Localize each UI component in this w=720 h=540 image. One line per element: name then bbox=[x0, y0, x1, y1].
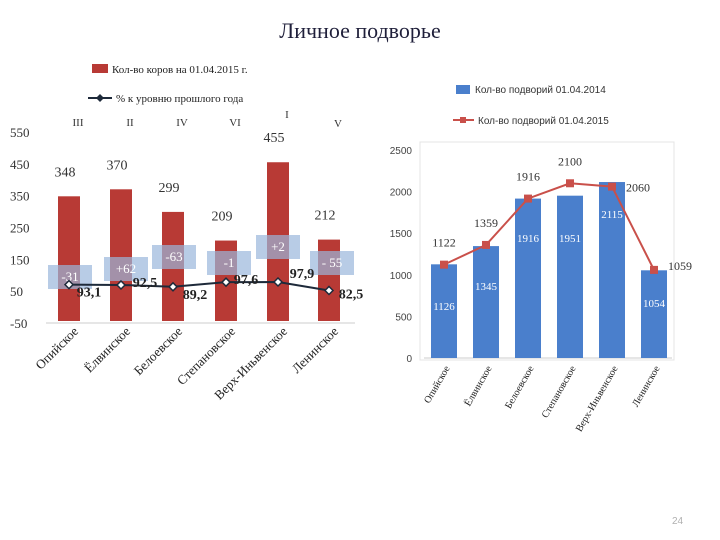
category-label: Опийское bbox=[422, 364, 453, 406]
page-title: Личное подворье bbox=[279, 18, 441, 43]
change-label: -63 bbox=[165, 249, 182, 264]
y-tick-label: 550 bbox=[10, 125, 30, 140]
change-label: -31 bbox=[61, 269, 78, 284]
legend-label-2015: Кол-во подворий 01.04.2015 bbox=[478, 116, 609, 127]
y-tick-label: 250 bbox=[10, 221, 30, 236]
households-2015-label: 1359 bbox=[474, 216, 498, 230]
households-2014-label: 1916 bbox=[517, 233, 540, 245]
households-2015-line bbox=[443, 182, 655, 271]
cows-bar-label: 455 bbox=[264, 131, 285, 146]
households-2015-label: 2060 bbox=[626, 181, 650, 195]
households-2014-bar bbox=[473, 246, 499, 358]
change-box bbox=[256, 235, 300, 259]
households-2015-marker bbox=[650, 265, 658, 274]
percent-marker bbox=[115, 279, 127, 291]
percent-label: 89,2 bbox=[183, 288, 208, 303]
roman-rank-label: IV bbox=[176, 117, 188, 129]
households-2015-marker bbox=[524, 194, 532, 203]
y-tick-label: -50 bbox=[10, 316, 27, 331]
cows-bar-label: 370 bbox=[107, 158, 128, 173]
change-box bbox=[152, 245, 196, 269]
legend-swatch-cows bbox=[92, 64, 108, 73]
category-label: Ленинское bbox=[630, 364, 663, 409]
y-tick-label: 450 bbox=[10, 157, 30, 172]
percent-label: 97,6 bbox=[234, 273, 259, 288]
change-box bbox=[207, 251, 251, 275]
percent-marker bbox=[323, 285, 335, 296]
category-label: Ёлвинское bbox=[462, 363, 495, 408]
change-label: +2 bbox=[271, 239, 285, 254]
households-2015-marker bbox=[440, 260, 448, 269]
change-label: +62 bbox=[116, 261, 136, 276]
households-2015-label: 2100 bbox=[558, 154, 582, 168]
y-tick-label: 2500 bbox=[390, 146, 413, 157]
change-label: - 55 bbox=[322, 255, 343, 270]
roman-rank-label: VI bbox=[229, 117, 241, 129]
y-tick-label: 1500 bbox=[390, 229, 413, 240]
households-2014-bar bbox=[599, 182, 625, 358]
y-tick-label: 50 bbox=[10, 284, 23, 299]
legend-marker-2015 bbox=[460, 117, 466, 123]
households-2014-label: 1054 bbox=[643, 298, 666, 310]
cows-bar-label: 209 bbox=[212, 210, 233, 225]
y-tick-label: 500 bbox=[395, 312, 412, 323]
percent-label: 97,9 bbox=[290, 267, 315, 282]
category-label: Белоевское bbox=[503, 364, 537, 411]
y-tick-label: 150 bbox=[10, 252, 30, 267]
households-2014-bar bbox=[515, 198, 541, 358]
households-2015-marker bbox=[482, 240, 490, 249]
percent-label: 92,5 bbox=[133, 276, 158, 291]
cows-bar bbox=[58, 196, 80, 321]
cows-bar-label: 212 bbox=[315, 209, 336, 224]
percent-marker bbox=[272, 276, 284, 288]
households-2014-label: 1345 bbox=[475, 281, 498, 293]
households-2014-label: 2115 bbox=[601, 209, 623, 221]
households-2014-label: 1126 bbox=[433, 301, 455, 313]
percent-marker bbox=[63, 279, 75, 290]
change-label: -1 bbox=[224, 255, 235, 270]
cows-bar-label: 299 bbox=[159, 181, 180, 196]
change-box bbox=[104, 257, 148, 281]
percent-label: 93,1 bbox=[77, 286, 102, 301]
households-2015-label: 1122 bbox=[432, 236, 456, 250]
category-label: Степановское bbox=[540, 364, 579, 421]
legend-marker-percent bbox=[96, 94, 104, 102]
cows-bar bbox=[110, 189, 132, 321]
legend-label-percent: % к уровню прошлого года bbox=[116, 93, 243, 105]
legend-label-2014: Кол-во подворий 01.04.2014 bbox=[475, 85, 606, 96]
households-2015-label: 1059 bbox=[668, 259, 692, 273]
category-label: Верх-Иньвенское bbox=[574, 364, 621, 434]
percent-line bbox=[68, 280, 330, 292]
households-2014-bar bbox=[431, 264, 457, 358]
households-2014-label: 1951 bbox=[559, 233, 581, 245]
percent-marker bbox=[167, 281, 179, 292]
plot-area-frame bbox=[419, 141, 675, 361]
cows-bar-label: 348 bbox=[55, 165, 76, 180]
percent-label: 82,5 bbox=[339, 287, 364, 302]
households-2015-marker bbox=[566, 179, 574, 188]
y-tick-label: 350 bbox=[10, 189, 30, 204]
y-tick-label: 1000 bbox=[390, 271, 413, 282]
households-2014-bar bbox=[557, 195, 583, 358]
page-number: 24 bbox=[672, 516, 684, 527]
y-tick-label: 0 bbox=[406, 354, 412, 365]
roman-rank-label: II bbox=[126, 117, 134, 129]
legend-label-cows: Кол-во коров на 01.04.2015 г. bbox=[112, 64, 248, 76]
y-tick-label: 2000 bbox=[390, 188, 413, 199]
change-box bbox=[310, 251, 354, 275]
roman-rank-label: V bbox=[334, 118, 342, 130]
households-2014-bar bbox=[641, 270, 667, 358]
roman-rank-label: III bbox=[73, 117, 84, 129]
households-2015-marker bbox=[608, 182, 616, 191]
legend-swatch-2014 bbox=[456, 85, 470, 94]
percent-marker bbox=[220, 277, 232, 288]
roman-rank-label: I bbox=[285, 109, 289, 121]
households-2015-label: 1916 bbox=[516, 170, 540, 184]
